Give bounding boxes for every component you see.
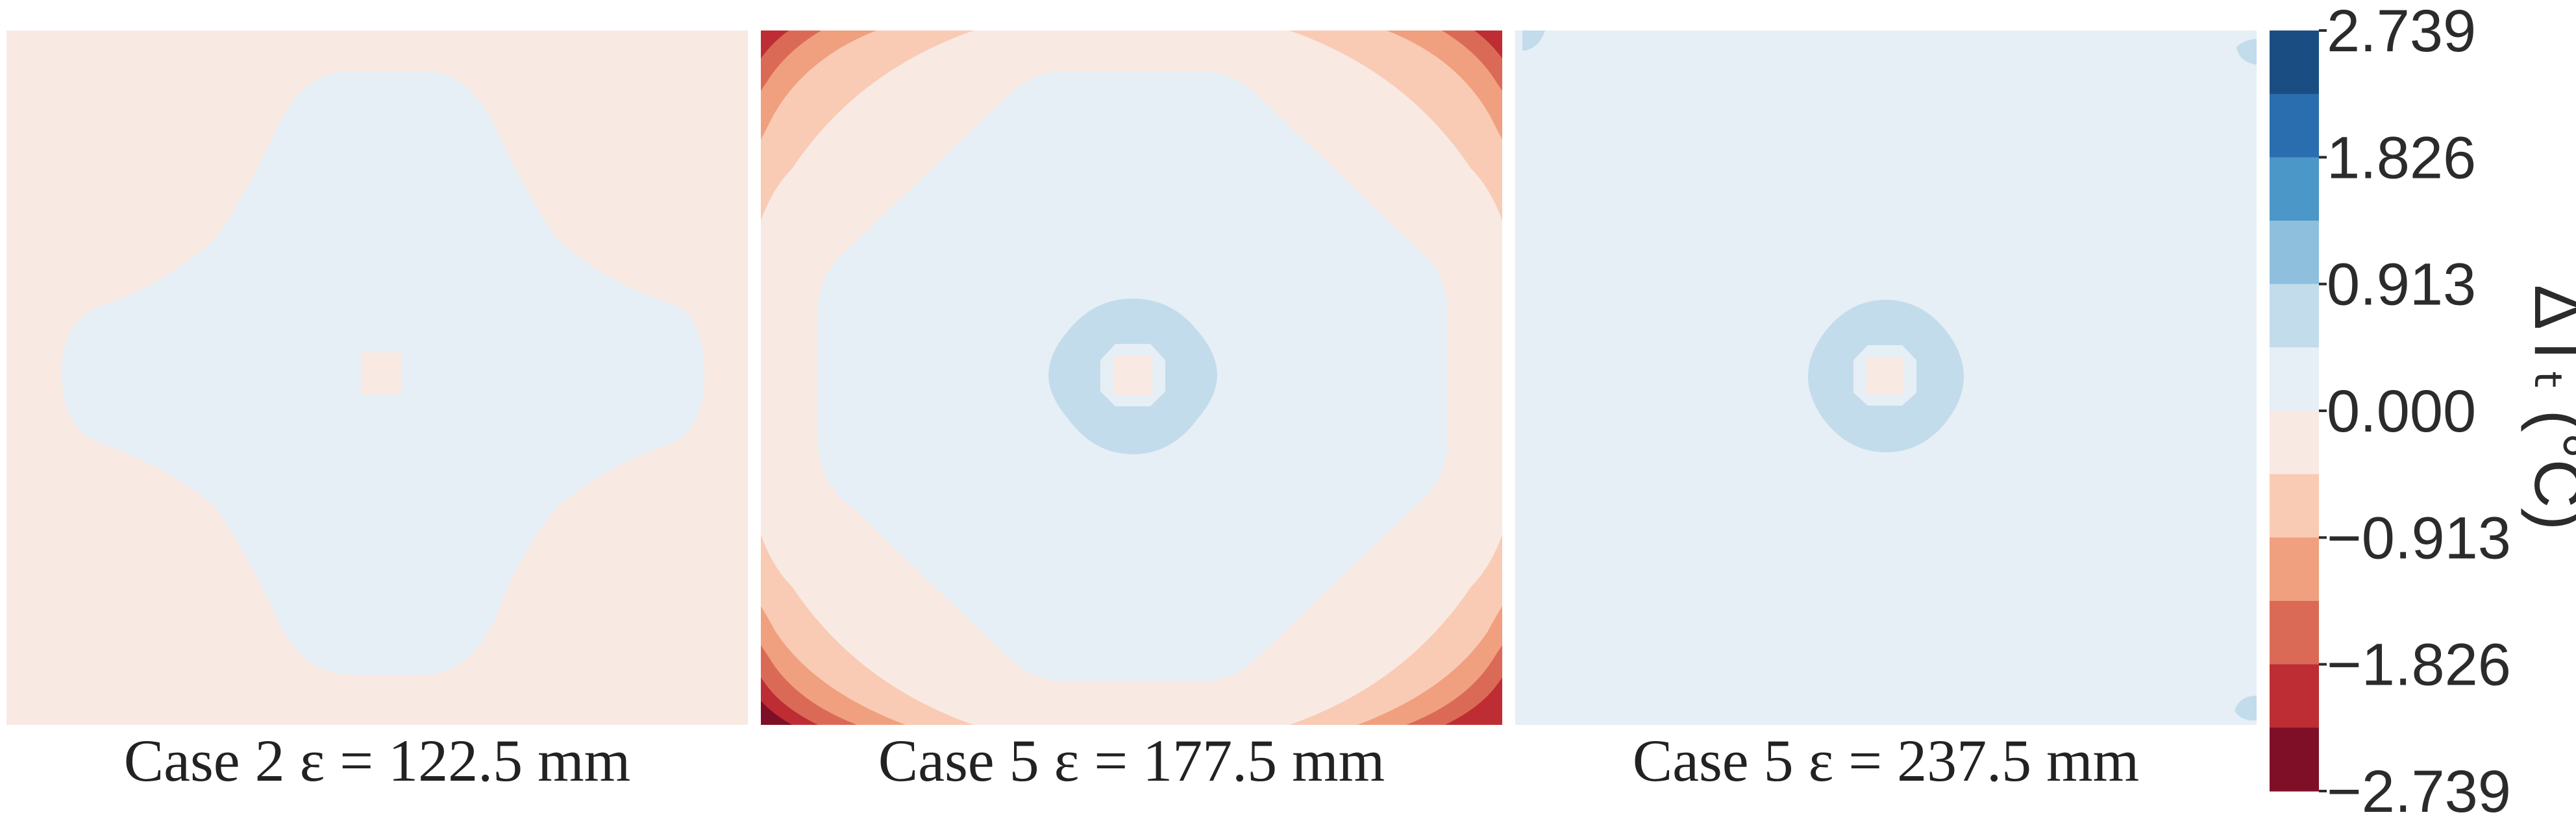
colorbar-title: ΔTₜ (°C) xyxy=(2520,285,2576,531)
colorbar: 2.739 1.826 0.913 0.000 −0.913 −1.826 −2.739 Δ… xyxy=(2270,0,2576,825)
colorbar-level-9 xyxy=(2270,537,2319,602)
caption-panel-2: Case 5 ε = 177.5 mm xyxy=(878,727,1385,794)
caption-panel-3: Case 5 ε = 237.5 mm xyxy=(1633,727,2139,794)
panel-3-corner-spot-top-right xyxy=(2236,39,2257,65)
panel-2-corner-bottom-right xyxy=(1289,535,1502,725)
colorbar-ticks: 2.739 1.826 0.913 0.000 −0.913 −1.826 −2.739 xyxy=(2319,0,2511,825)
panel-3-corner-spot-bottom-right xyxy=(2235,696,2257,721)
colorbar-level-4 xyxy=(2270,221,2319,285)
panel-2-corner-bottom-left xyxy=(761,535,974,725)
colorbar-level-5 xyxy=(2270,284,2319,348)
colorbar-level-1 xyxy=(2270,31,2319,95)
panel-case-5-b xyxy=(1515,31,2257,725)
colorbar-tick-label: 1.826 xyxy=(2327,125,2476,191)
colorbar-tick-label: 0.000 xyxy=(2327,378,2476,445)
colorbar-level-12 xyxy=(2270,727,2319,792)
colorbar-level-7 xyxy=(2270,411,2319,475)
colorbar-tick-label: −2.739 xyxy=(2327,759,2511,825)
caption-panel-1: Case 2 ε = 122.5 mm xyxy=(124,727,630,794)
panel-1-center-square xyxy=(361,352,402,395)
colorbar-level-8 xyxy=(2270,474,2319,538)
panel-case-2 xyxy=(6,31,748,725)
colorbar-level-3 xyxy=(2270,157,2319,221)
colorbar-tick-label: 2.739 xyxy=(2327,0,2476,64)
colorbar-tick-label: 0.913 xyxy=(2327,252,2476,318)
panel-case-5-a xyxy=(761,31,1502,725)
colorbar-tick-label: −0.913 xyxy=(2327,505,2511,571)
colorbar-level-2 xyxy=(2270,93,2319,158)
panel-2-corner-top-left xyxy=(761,31,974,221)
colorbar-level-6 xyxy=(2270,347,2319,411)
colorbar-level-10 xyxy=(2270,601,2319,665)
colorbar-levels xyxy=(2270,31,2319,792)
panel-2-corner-top-right xyxy=(1289,31,1502,221)
panel-3-corner-spot-top-left xyxy=(1522,31,1545,51)
colorbar-tick-label: −1.826 xyxy=(2327,632,2511,698)
panel-3-center-square xyxy=(1866,357,1904,395)
colorbar-level-11 xyxy=(2270,664,2319,728)
panel-2-center-square xyxy=(1113,356,1152,396)
